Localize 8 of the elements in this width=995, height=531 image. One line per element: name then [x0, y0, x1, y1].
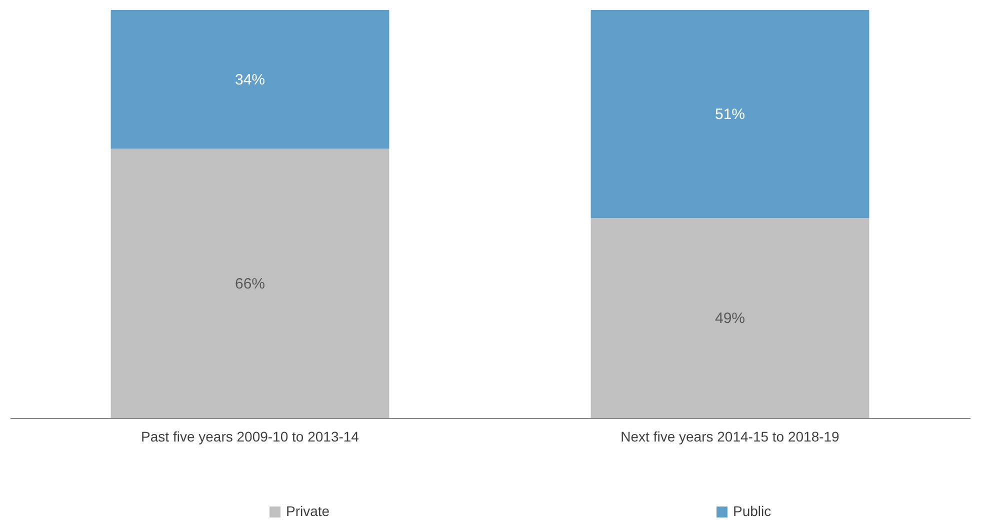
legend-label: Public	[733, 503, 772, 519]
data-label: 66%	[234, 275, 266, 292]
data-label: 34%	[234, 71, 266, 88]
data-label: 49%	[714, 310, 746, 328]
data-label: 51%	[714, 106, 746, 124]
x-tick-label: Next five years 2014-15 to 2018-19	[620, 428, 840, 444]
x-tick-label: Past five years 2009-10 to 2013-14	[141, 428, 360, 444]
legend-label: Private	[286, 503, 330, 519]
